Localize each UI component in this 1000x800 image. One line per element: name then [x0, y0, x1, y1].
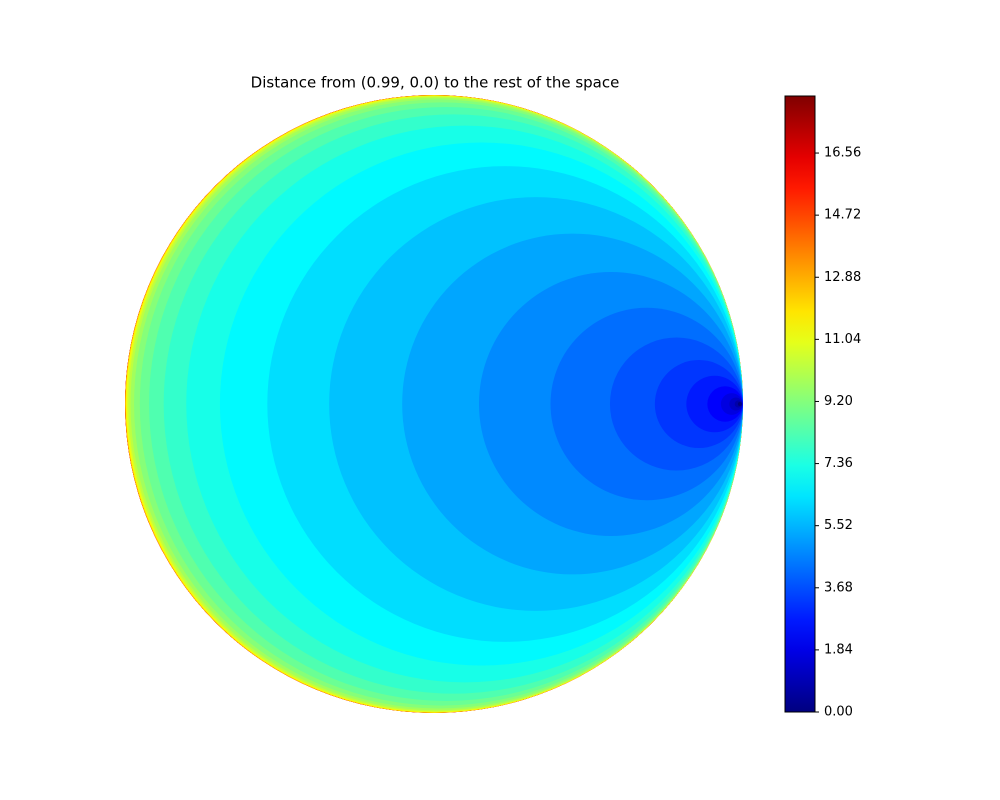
- colorbar-tick-label: 7.36: [824, 456, 853, 471]
- colorbar-tick-label: 9.20: [824, 394, 853, 409]
- colorbar-tick-label: 11.04: [824, 332, 861, 347]
- source-point: [737, 402, 742, 406]
- colorbar-tick-label: 12.88: [824, 270, 861, 285]
- colorbar-tick-label: 1.84: [824, 642, 853, 657]
- colorbar-tick-label: 3.68: [824, 580, 853, 595]
- colorbar: 0.00 1.84 3.68 5.52 7.36 9.20 11.04 12.88 14.72 1…: [784, 95, 861, 720]
- colorbar-gradient: [784, 95, 816, 713]
- colorbar-tick-label: 5.52: [824, 518, 853, 533]
- disk: [125, 95, 743, 713]
- colorbar-tick-label: 16.56: [824, 146, 861, 161]
- colorbar-tick-label: 14.72: [824, 208, 861, 223]
- colorbar-tick-label: 0.00: [824, 705, 853, 720]
- chart-title: Distance from (0.99, 0.0) to the rest of…: [251, 74, 620, 92]
